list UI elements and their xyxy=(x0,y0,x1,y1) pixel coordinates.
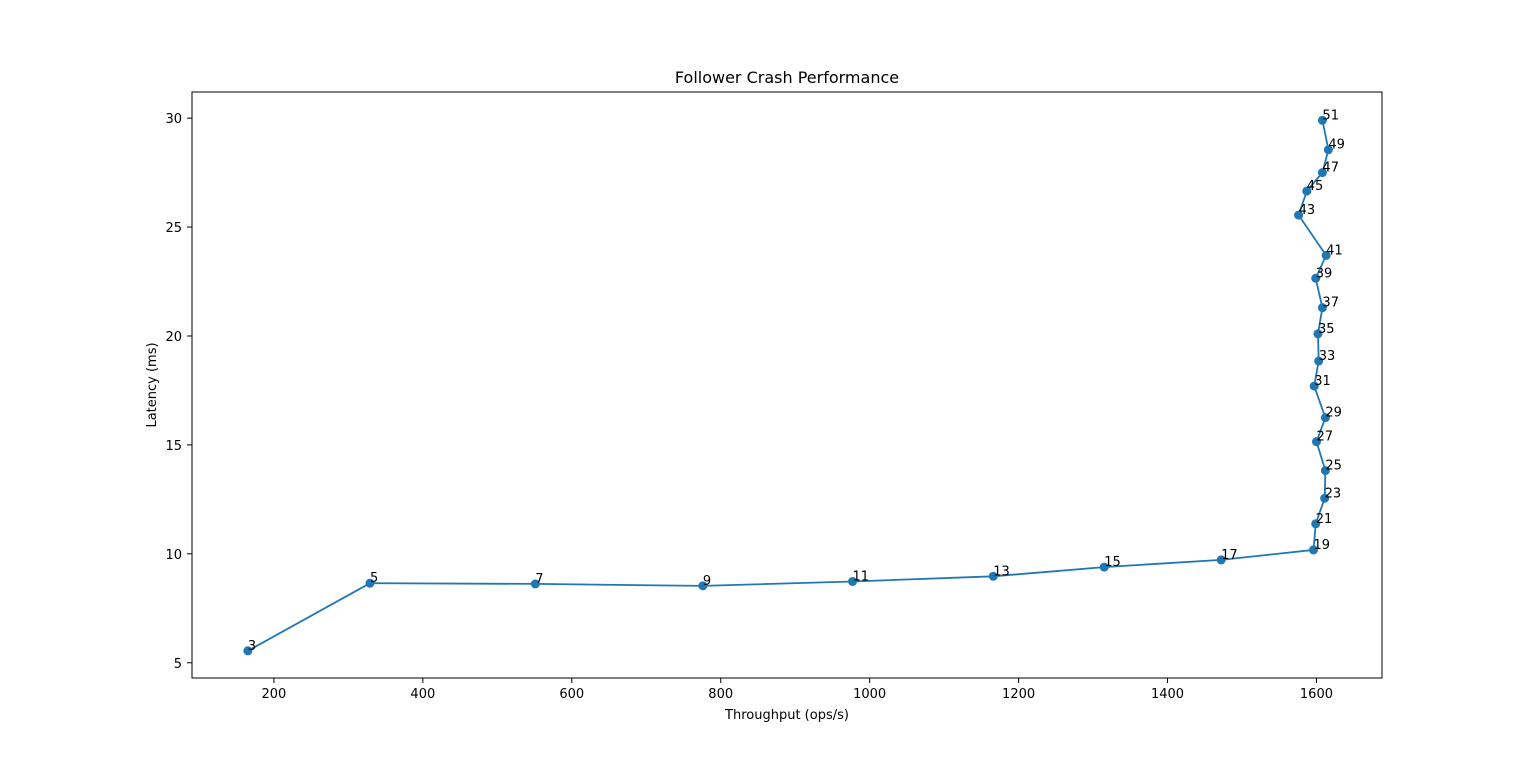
y-tick-label: 30 xyxy=(165,112,182,127)
chart-title: Follower Crash Performance xyxy=(675,68,899,87)
data-label: 49 xyxy=(1328,138,1345,153)
axes-frame xyxy=(191,91,1383,679)
data-label: 37 xyxy=(1322,296,1339,311)
x-tick-label: 600 xyxy=(559,687,584,702)
x-tick-label: 200 xyxy=(262,687,287,702)
x-tick-label: 1400 xyxy=(1151,687,1184,702)
data-label: 23 xyxy=(1325,486,1342,501)
data-point xyxy=(1314,356,1324,366)
x-tick-label: 400 xyxy=(410,687,435,702)
x-axis-label: Throughput (ops/s) xyxy=(724,708,849,723)
data-point xyxy=(1320,466,1330,476)
data-label: 51 xyxy=(1322,108,1339,123)
x-tick-label: 1000 xyxy=(853,687,886,702)
data-point xyxy=(1099,562,1109,572)
data-label: 33 xyxy=(1319,349,1336,364)
data-label: 35 xyxy=(1318,322,1335,337)
data-point xyxy=(530,579,540,589)
data-point xyxy=(1294,210,1304,220)
data-label: 11 xyxy=(853,569,870,584)
data-point xyxy=(1317,303,1327,313)
data-point xyxy=(988,571,998,581)
data-point xyxy=(1216,555,1226,565)
data-label: 31 xyxy=(1314,374,1331,389)
data-label: 19 xyxy=(1313,538,1330,553)
data-label: 3 xyxy=(248,639,256,654)
data-point xyxy=(1311,437,1321,447)
data-label: 45 xyxy=(1307,179,1324,194)
data-label: 41 xyxy=(1326,243,1343,258)
data-point xyxy=(698,581,708,591)
data-label: 47 xyxy=(1322,161,1339,176)
data-point xyxy=(1313,329,1323,339)
data-point xyxy=(1320,493,1330,503)
data-label: 25 xyxy=(1325,459,1342,474)
data-point xyxy=(1320,413,1330,423)
y-tick-label: 5 xyxy=(174,657,182,672)
y-tick-label: 15 xyxy=(165,439,182,454)
data-point xyxy=(1317,168,1327,178)
y-axis-label: Latency (ms) xyxy=(145,342,160,427)
data-point xyxy=(243,646,253,656)
series-line xyxy=(247,120,1330,652)
y-tick-label: 20 xyxy=(165,330,182,345)
data-label: 17 xyxy=(1221,548,1238,563)
y-tick-label: 25 xyxy=(165,221,182,236)
data-point xyxy=(1311,273,1321,283)
data-label: 39 xyxy=(1316,266,1333,281)
data-label: 7 xyxy=(535,572,543,587)
data-point xyxy=(1302,186,1312,196)
x-tick-label: 800 xyxy=(708,687,733,702)
data-point xyxy=(848,576,858,586)
data-label: 21 xyxy=(1316,512,1333,527)
data-point xyxy=(1311,519,1321,529)
data-label: 27 xyxy=(1316,430,1333,445)
data-point xyxy=(1309,381,1319,391)
data-label: 29 xyxy=(1325,406,1342,421)
data-label: 43 xyxy=(1299,203,1316,218)
data-point xyxy=(1317,115,1327,125)
data-point xyxy=(365,578,375,588)
data-label: 9 xyxy=(703,574,711,589)
data-point xyxy=(1323,145,1333,155)
data-label: 13 xyxy=(993,564,1010,579)
data-point xyxy=(1308,545,1318,555)
plot-area: 200 400 600 800 1000 1200 1400 1600 5 10 15 20 25 30 3… xyxy=(165,91,1383,702)
x-tick-label: 1200 xyxy=(1002,687,1035,702)
x-tick-label: 1600 xyxy=(1300,687,1333,702)
data-point xyxy=(1321,250,1331,260)
data-label: 15 xyxy=(1104,555,1121,570)
data-label: 5 xyxy=(370,571,378,586)
y-tick-label: 10 xyxy=(165,548,182,563)
